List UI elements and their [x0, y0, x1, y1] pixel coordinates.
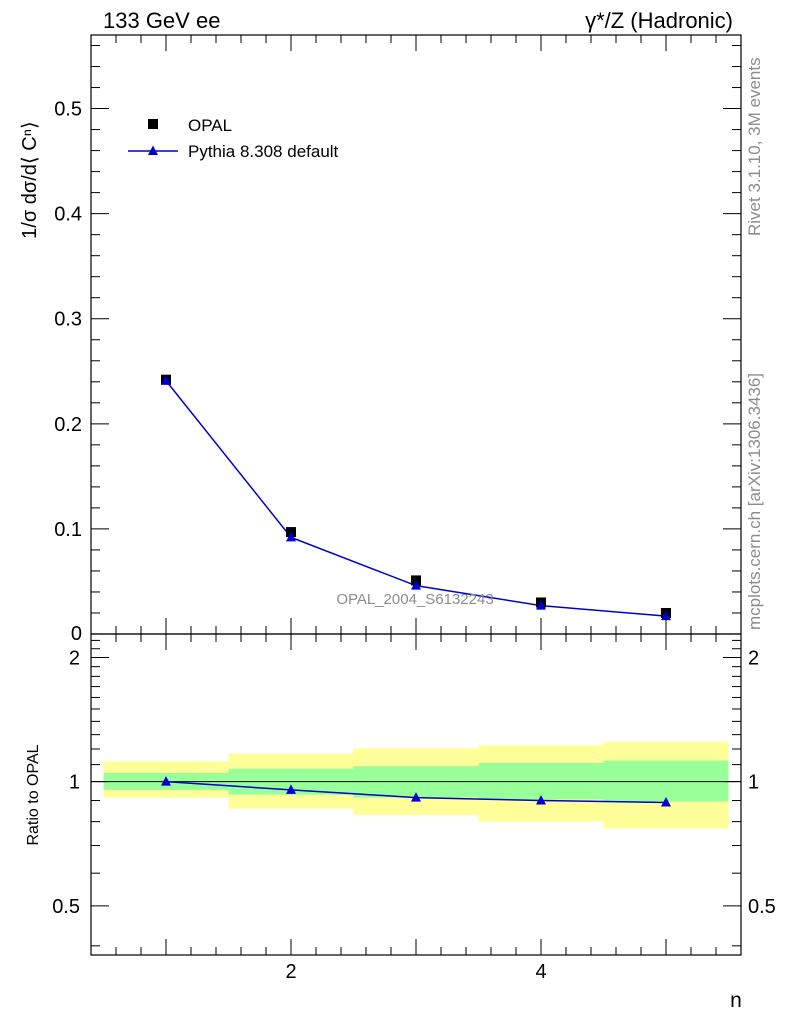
mc-data-point — [286, 531, 296, 542]
legend: OPAL Pythia 8.308 default — [128, 116, 339, 161]
ratio-mc-point — [286, 784, 296, 794]
main-y-axis-label: 1/σ dσ/d⟨ Cⁿ⟩ — [19, 121, 41, 239]
legend-opal-marker — [148, 119, 158, 129]
ratio-y-tick-label-left: 0.5 — [52, 896, 80, 918]
x-tick-label: 2 — [285, 961, 296, 983]
header-left: 133 GeV ee — [103, 8, 220, 33]
mcplots-label: mcplots.cern.ch [arXiv:1306.3436] — [745, 373, 764, 630]
analysis-watermark: OPAL_2004_S6132243 — [336, 591, 493, 608]
ratio-y-tick-label-left: 1 — [69, 772, 80, 794]
header-right: γ*/Z (Hadronic) — [585, 8, 733, 33]
ratio-band-inner-5 — [603, 760, 729, 802]
ratio-mc-point — [411, 792, 421, 802]
ratio-y-tick-label-right: 1 — [748, 772, 759, 794]
legend-mc-label: Pythia 8.308 default — [188, 142, 339, 161]
rivet-version-label: Rivet 3.1.10, 3M events — [745, 57, 764, 236]
main-y-tick-label: 0.2 — [54, 414, 82, 436]
ratio-panel — [161, 776, 671, 807]
mc-data-point — [536, 600, 546, 610]
mc-data-point — [161, 375, 171, 385]
ratio-mc-point — [536, 795, 546, 805]
ratio-y-tick-label-right: 0.5 — [748, 896, 776, 918]
ratio-y-tick-label-left: 2 — [69, 647, 80, 669]
x-tick-label: 4 — [535, 961, 546, 983]
main-y-zero-label: 0 — [71, 623, 82, 645]
axes: 2 4 0.1 0.2 0.3 0.4 0.5 0 0.5 0.5 1 1 2 2 — [52, 34, 776, 983]
ratio-y-tick-label-right: 2 — [748, 647, 759, 669]
legend-mc-marker — [148, 145, 158, 155]
main-y-tick-label: 0.4 — [54, 204, 82, 226]
mc-data-point — [411, 580, 421, 590]
legend-opal-label: OPAL — [188, 116, 232, 135]
x-axis-label: n — [730, 989, 742, 1012]
ratio-y-axis-label: Ratio to OPAL — [25, 744, 42, 845]
ratio-mc-point — [661, 797, 671, 807]
main-panel — [161, 374, 671, 621]
main-y-tick-label: 0.3 — [54, 309, 82, 331]
ratio-uncertainty-bands — [103, 741, 729, 829]
main-y-tick-label: 0.5 — [54, 99, 82, 121]
ratio-mc-point — [161, 776, 171, 786]
main-y-tick-label: 0.1 — [54, 519, 82, 541]
mc-data-point — [661, 610, 671, 621]
